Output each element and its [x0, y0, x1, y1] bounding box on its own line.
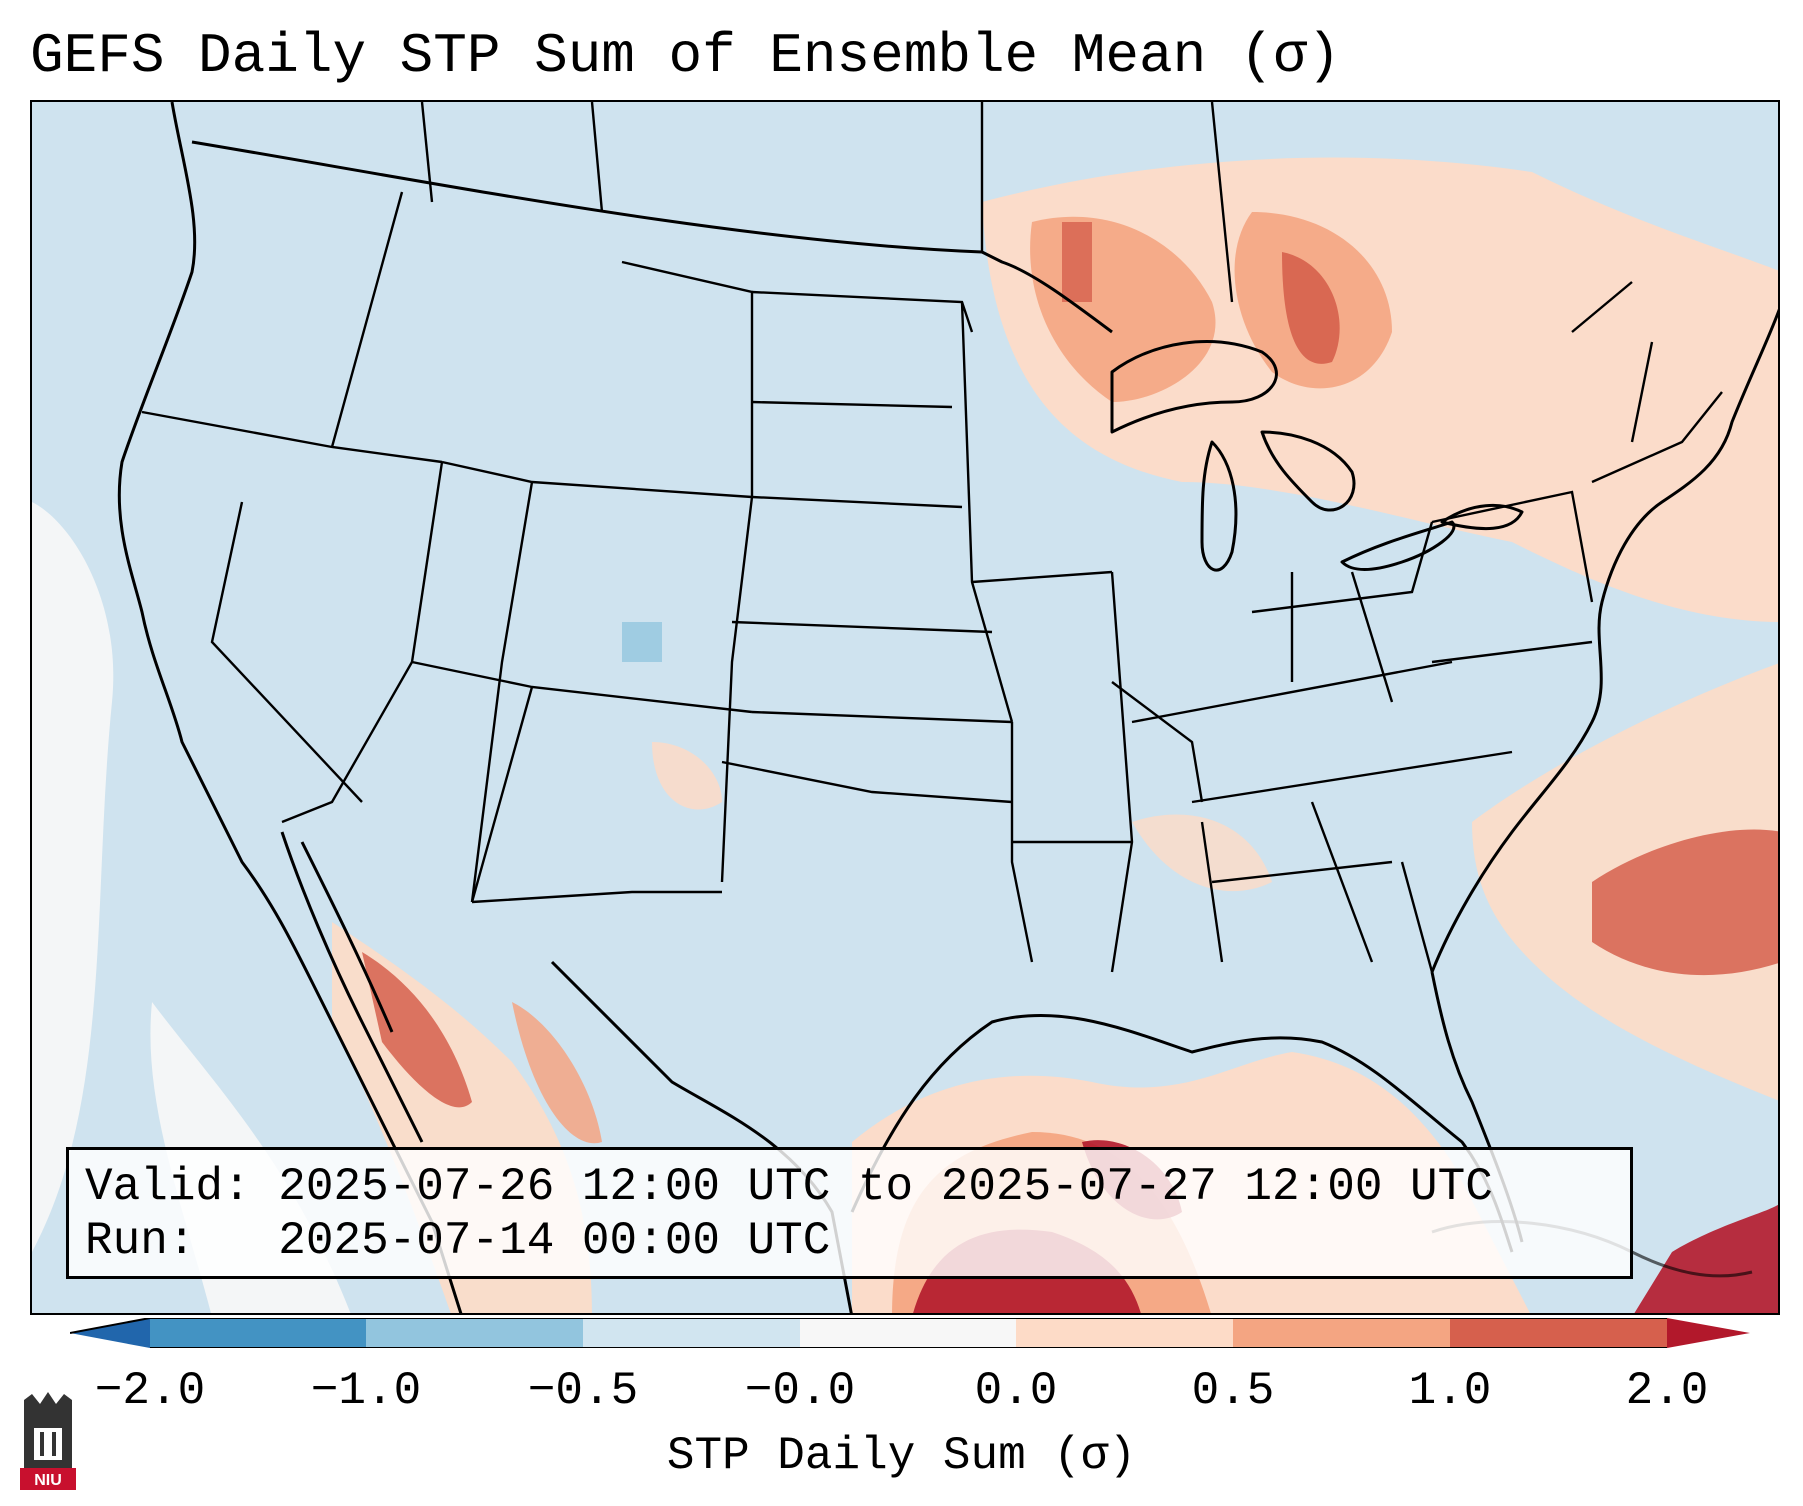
valid-label: Valid:	[85, 1161, 251, 1213]
colorbar	[70, 1318, 1750, 1348]
anomaly-region	[1592, 829, 1778, 976]
state-borders	[141, 102, 1723, 973]
stp-anomaly-field	[32, 157, 1778, 1313]
colorbar-segment	[583, 1318, 800, 1348]
colorbar-under-arrow	[70, 1318, 150, 1348]
anomaly-region	[32, 502, 114, 1252]
colorbar-segment	[1016, 1318, 1233, 1348]
colorbar-label: STP Daily Sum (σ)	[666, 1430, 1137, 1482]
anomaly-region	[1282, 252, 1340, 364]
colorbar-tick-label: −0.5	[527, 1365, 639, 1417]
anomaly-region	[362, 952, 472, 1108]
anomaly-region	[1062, 222, 1092, 302]
colorbar-tick-label: −1.0	[310, 1365, 422, 1417]
colorbar-tick-label: 1.0	[1408, 1365, 1492, 1417]
run-label: Run:	[85, 1215, 196, 1267]
colorbar-tick-label: 0.5	[1191, 1365, 1275, 1417]
niu-logo-icon: NIU	[20, 1392, 76, 1490]
colorbar-tick-label: 2.0	[1625, 1365, 1709, 1417]
colorbar-segment	[1233, 1318, 1450, 1348]
colorbar-segment	[800, 1318, 1016, 1348]
colorbar-tick-label: −0.0	[744, 1365, 856, 1417]
valid-time-range: 2025-07-26 12:00 UTC to 2025-07-27 12:00…	[278, 1161, 1493, 1213]
colorbar-over-arrow	[1667, 1318, 1750, 1348]
anomaly-region	[512, 1002, 602, 1144]
anomaly-region	[652, 742, 722, 810]
map-panel	[30, 100, 1780, 1315]
anomaly-region	[622, 622, 662, 662]
anomaly-region	[1634, 1204, 1778, 1313]
map-canvas	[32, 102, 1778, 1313]
colorbar-segment	[366, 1318, 583, 1348]
map-title: GEFS Daily STP Sum of Ensemble Mean (σ)	[30, 24, 1341, 88]
run-time: 2025-07-14 00:00 UTC	[278, 1215, 831, 1267]
colorbar-segment	[1450, 1318, 1667, 1348]
colorbar-tick-label: −2.0	[94, 1365, 206, 1417]
colorbar-segment	[150, 1318, 366, 1348]
anomaly-region	[1132, 814, 1272, 892]
colorbar-tick-label: 0.0	[974, 1365, 1058, 1417]
svg-text:NIU: NIU	[34, 1472, 62, 1489]
validity-info-box: Valid: 2025-07-26 12:00 UTC to 2025-07-2…	[66, 1147, 1633, 1279]
